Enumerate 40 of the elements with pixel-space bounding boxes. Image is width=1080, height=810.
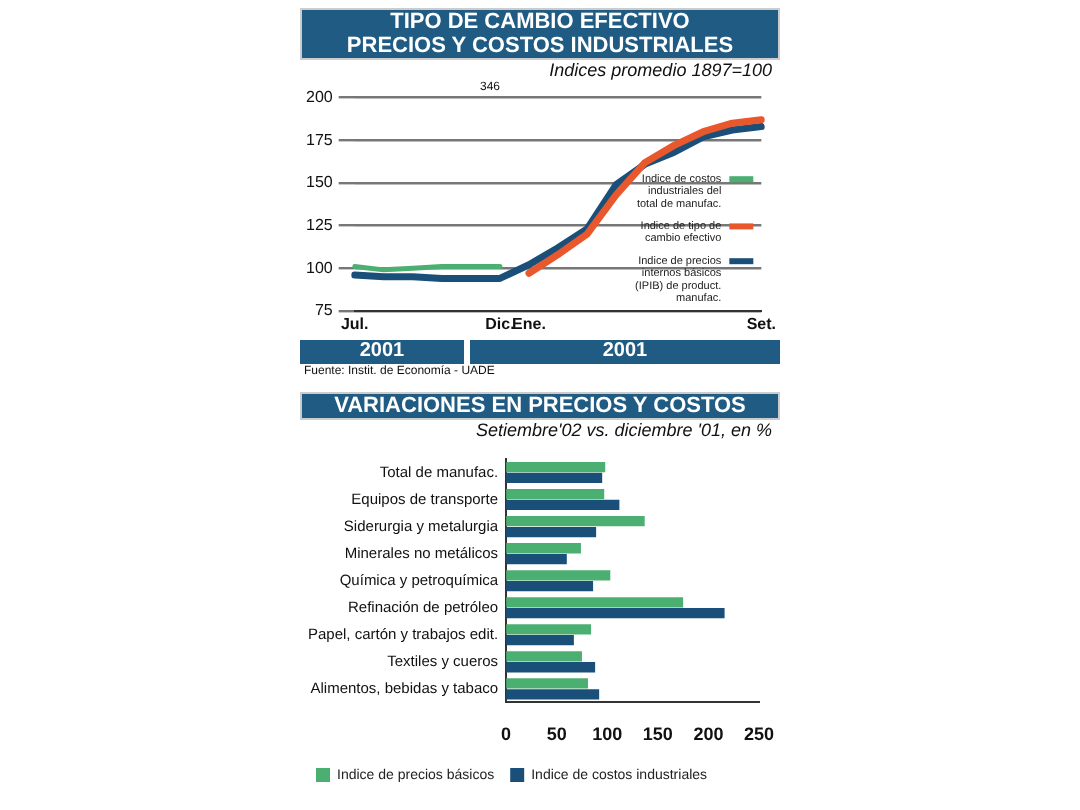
bar [506,462,606,473]
x-tick-label: 100 [592,724,623,745]
chart-title: VARIACIONES EN PRECIOS Y COSTOS [300,392,780,421]
bar [506,689,600,700]
y-tick-label: 125 [305,216,334,235]
chart-subtitle: Setiembre'02 vs. diciembre '01, en % [473,420,774,443]
y-tick-label: 75 [314,301,334,320]
bar [506,543,581,554]
bar [506,472,603,484]
x-tick-label: 250 [743,724,775,745]
bar [506,635,574,646]
bar [506,651,582,662]
bar [506,570,611,581]
x-tick-label: 200 [693,724,724,745]
y-tick-label: 100 [305,258,334,277]
bar [506,597,684,608]
chart-title: TIPO DE CAMBIO EFECTIVO PRECIOS Y COSTOS INDUSTRIALES [300,8,780,61]
chart-subtitle: Indices promedio 1897=100 [547,60,774,83]
bar [506,527,597,538]
x-tick-label: Dic. [485,315,515,334]
x-tick-label: Set. [746,315,776,334]
x-tick-label: 50 [546,724,567,745]
bar [506,500,620,511]
bar [506,624,592,635]
y-tick-label: 175 [305,131,334,150]
bar [506,554,567,565]
bar [506,581,594,592]
bar [506,489,605,500]
bar [506,678,589,689]
x-tick-label: Ene. [512,315,546,334]
x-tick-label: 150 [642,724,673,745]
bar [506,516,645,527]
text: 2001 [470,340,780,365]
x-tick-label: Jul. [340,315,369,334]
y-tick-label: 150 [305,173,334,192]
bar [506,608,725,619]
bar [506,662,596,673]
x-tick-label: 0 [501,724,512,745]
text: 2001 [300,340,464,365]
y-tick-label: 200 [305,88,334,107]
